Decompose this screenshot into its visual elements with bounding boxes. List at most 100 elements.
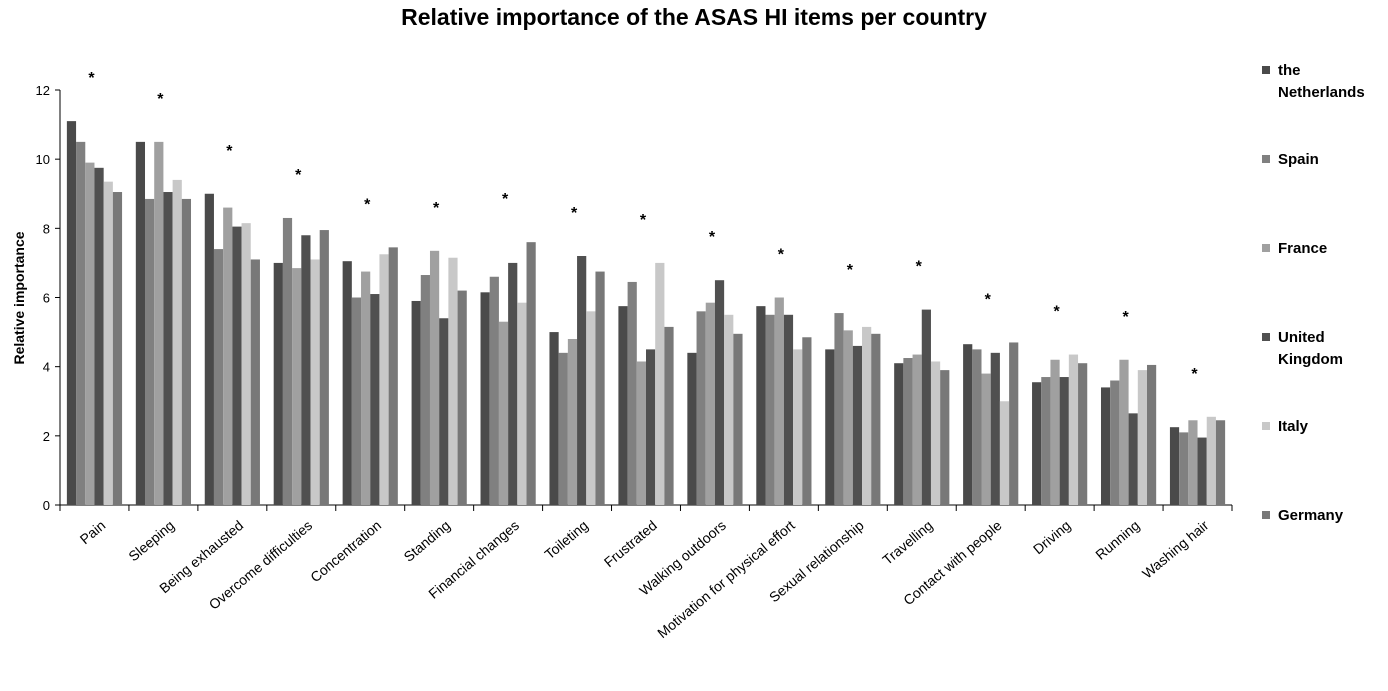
significance-markers: * * * * * * * * * * * * * * * * *	[88, 70, 1198, 383]
bar-germany	[526, 242, 536, 505]
bar-germany	[319, 230, 329, 505]
bar-germany	[733, 333, 743, 505]
bar-germany	[1215, 420, 1226, 505]
bar-the-netherlands	[1169, 427, 1180, 505]
bar-united-kingdom	[1059, 377, 1069, 505]
bar-italy	[172, 179, 182, 505]
bar-france	[843, 330, 853, 505]
bar-france	[981, 373, 991, 505]
bar-germany	[940, 370, 950, 505]
y-tick-label: 2	[43, 429, 50, 444]
bar-france	[912, 354, 922, 505]
bar-spain	[145, 198, 155, 505]
bar-spain	[420, 275, 430, 505]
bar-the-netherlands	[66, 121, 77, 505]
bar-united-kingdom	[508, 262, 518, 505]
bar-united-kingdom	[577, 256, 587, 505]
significance-star: *	[847, 262, 854, 279]
legend-label: Germany	[1278, 507, 1344, 524]
significance-star: *	[1191, 366, 1198, 383]
bar-the-netherlands	[687, 352, 697, 505]
bar-france	[292, 268, 302, 505]
bar-the-netherlands	[825, 349, 835, 505]
bar-spain	[489, 276, 499, 505]
bar-germany	[871, 333, 881, 505]
chart-title: Relative importance of the ASAS HI items…	[401, 4, 987, 30]
significance-star: *	[1122, 309, 1129, 326]
bar-united-kingdom	[94, 167, 104, 505]
significance-star: *	[88, 70, 95, 87]
bar-united-kingdom	[852, 345, 863, 505]
bar-italy	[310, 259, 320, 505]
bar-italy	[379, 254, 389, 505]
significance-star: *	[502, 191, 509, 208]
bar-united-kingdom	[439, 318, 449, 505]
bar-united-kingdom	[921, 309, 931, 505]
bar-germany	[388, 247, 398, 505]
bar-france	[1188, 420, 1198, 505]
legend-label: United Kingdom	[1278, 329, 1343, 368]
legend: the Netherlands Spain France United Kingdom It…	[1262, 62, 1365, 524]
category-label: Washing hair	[1139, 517, 1212, 582]
bar-the-netherlands	[204, 193, 214, 505]
y-tick-label: 10	[36, 152, 50, 167]
bar-united-kingdom	[370, 294, 380, 505]
bar-united-kingdom	[1197, 437, 1207, 505]
bar-france	[154, 141, 164, 505]
y-tick-label: 12	[36, 83, 50, 98]
bar-france	[705, 302, 715, 505]
bar-italy	[862, 326, 872, 505]
bar-germany	[457, 290, 467, 505]
legend-swatch	[1262, 333, 1270, 341]
bar-the-netherlands	[411, 300, 421, 505]
category-label: Concentration	[307, 517, 384, 585]
bar-united-kingdom	[646, 349, 656, 505]
legend-label: Italy	[1278, 418, 1309, 435]
bar-germany	[181, 198, 192, 505]
category-label: Toileting	[541, 517, 591, 562]
bar-the-netherlands	[618, 306, 628, 505]
bars	[66, 121, 1226, 506]
bar-united-kingdom	[714, 280, 725, 505]
bar-spain	[76, 141, 86, 505]
bar-spain	[1179, 432, 1189, 505]
bar-france	[85, 162, 95, 505]
legend-swatch	[1262, 511, 1270, 519]
bar-spain	[765, 314, 775, 505]
category-label: Motivation for physical effort	[654, 517, 798, 641]
bar-the-netherlands	[549, 332, 559, 505]
significance-star: *	[709, 229, 716, 246]
y-tick-label: 8	[43, 221, 50, 236]
bar-united-kingdom	[232, 226, 242, 505]
legend-label: France	[1278, 240, 1327, 257]
legend-swatch	[1262, 244, 1270, 252]
bar-the-netherlands	[1032, 382, 1042, 505]
significance-star: *	[295, 167, 302, 184]
y-axis-label: Relative importance	[11, 231, 27, 364]
bar-france	[1119, 359, 1129, 505]
bar-italy	[793, 349, 803, 505]
significance-star: *	[364, 196, 371, 213]
bar-france	[361, 271, 371, 505]
bar-france	[1050, 359, 1060, 505]
bar-france	[429, 250, 440, 505]
category-label: Sleeping	[125, 517, 177, 564]
bar-the-netherlands	[894, 363, 904, 505]
bar-italy	[1068, 354, 1079, 505]
category-label: Standing	[400, 517, 453, 565]
bar-italy	[999, 401, 1010, 505]
legend-swatch	[1262, 422, 1270, 430]
legend-label: the Netherlands	[1278, 62, 1365, 101]
category-label: Frustrated	[601, 517, 660, 570]
bar-the-netherlands	[480, 292, 490, 505]
bar-italy	[448, 257, 458, 505]
y-tick-label: 6	[43, 291, 50, 306]
y-tick-label: 0	[43, 498, 50, 513]
bar-united-kingdom	[990, 352, 1000, 505]
significance-star: *	[571, 205, 578, 222]
bar-spain	[627, 281, 637, 505]
bar-spain	[1110, 380, 1120, 505]
bar-spain	[351, 297, 362, 505]
category-label: Running	[1092, 517, 1142, 563]
significance-star: *	[1054, 304, 1061, 321]
